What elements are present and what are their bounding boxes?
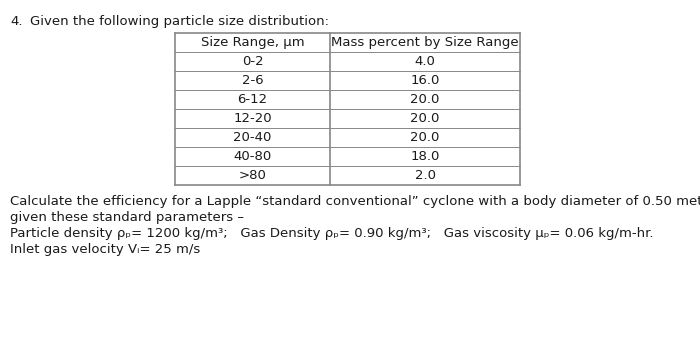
Text: Particle density ρₚ= 1200 kg/m³;   Gas Density ρₚ= 0.90 kg/m³;   Gas viscosity μ: Particle density ρₚ= 1200 kg/m³; Gas Den… [10,227,654,240]
Text: 0-2: 0-2 [241,55,263,68]
Text: Inlet gas velocity Vᵢ= 25 m/s: Inlet gas velocity Vᵢ= 25 m/s [10,243,200,256]
Text: 20.0: 20.0 [410,93,440,106]
Text: Size Range, μm: Size Range, μm [201,36,304,49]
Text: 6-12: 6-12 [237,93,267,106]
Text: given these standard parameters –: given these standard parameters – [10,211,244,224]
Text: 2.0: 2.0 [414,169,435,182]
Text: 16.0: 16.0 [410,74,440,87]
Text: Given the following particle size distribution:: Given the following particle size distri… [30,15,329,28]
Text: 20-40: 20-40 [233,131,272,144]
Text: 18.0: 18.0 [410,150,440,163]
Text: 4.0: 4.0 [414,55,435,68]
Text: 40-80: 40-80 [233,150,272,163]
Text: 20.0: 20.0 [410,112,440,125]
Text: 20.0: 20.0 [410,131,440,144]
Text: 2-6: 2-6 [241,74,263,87]
Text: 12-20: 12-20 [233,112,272,125]
Text: >80: >80 [239,169,267,182]
Text: 4.: 4. [10,15,22,28]
Text: Mass percent by Size Range: Mass percent by Size Range [331,36,519,49]
Text: Calculate the efficiency for a Lapple “standard conventional” cyclone with a bod: Calculate the efficiency for a Lapple “s… [10,195,700,208]
